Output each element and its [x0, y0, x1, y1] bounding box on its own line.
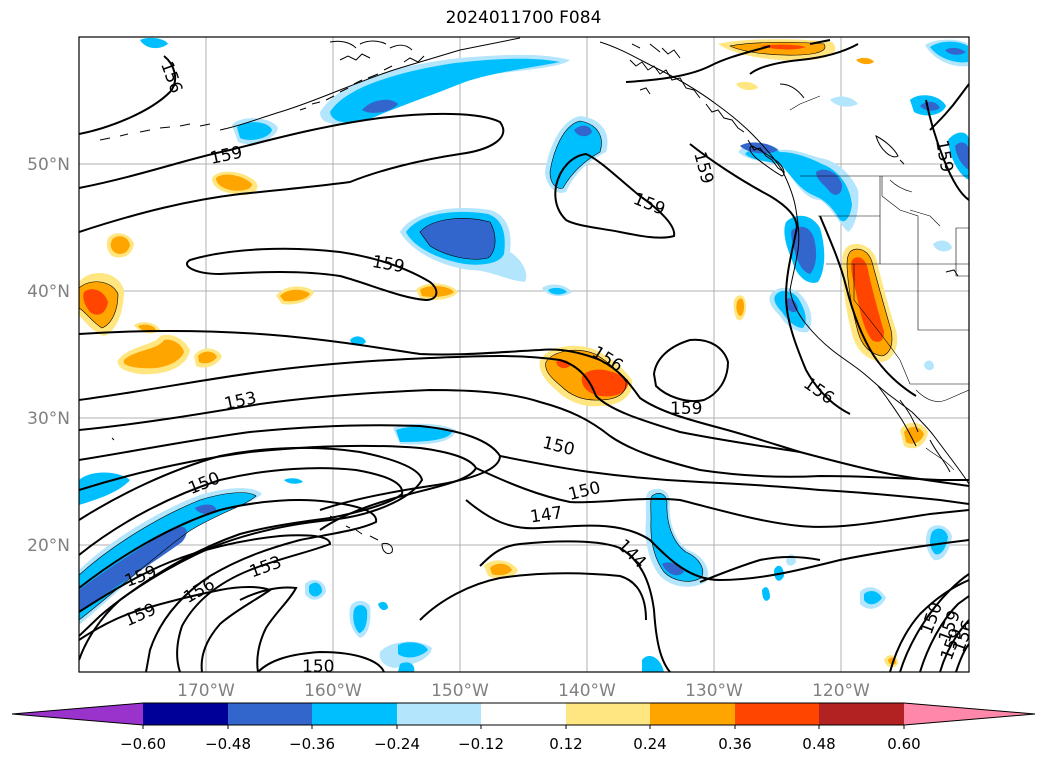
- lon-label: 160°W: [304, 681, 362, 701]
- map-frame: [78, 36, 970, 673]
- lon-label: 120°W: [812, 681, 870, 701]
- political-borders: [789, 95, 969, 471]
- colorbar-bin: [819, 703, 904, 725]
- colorbar-tick: −0.12: [458, 735, 504, 753]
- colorbar-bin: [650, 703, 735, 725]
- colorbar-tick: 0.48: [802, 735, 835, 753]
- lat-label: 40°N: [27, 282, 70, 302]
- colorbar-tick: −0.48: [205, 735, 251, 753]
- colorbar-extend-low: [12, 703, 143, 725]
- colorbar-bin: [566, 703, 650, 725]
- lon-label: 150°W: [431, 681, 489, 701]
- colorbar-tick: 0.60: [887, 735, 920, 753]
- axis-labels: 20°N 30°N 40°N 50°N 170°W 160°W 150°W 14…: [27, 155, 870, 701]
- lat-label: 30°N: [27, 409, 70, 429]
- colorbar-tick: −0.36: [289, 735, 335, 753]
- colorbar-tick: 0.24: [633, 735, 666, 753]
- map-title: 2024011700 F084: [445, 8, 602, 28]
- lon-label: 170°W: [177, 681, 235, 701]
- colorbar-tick: −0.60: [120, 735, 166, 753]
- lon-label: 130°W: [685, 681, 743, 701]
- colorbar-tick: 0.36: [718, 735, 751, 753]
- colorbar-bin: [397, 703, 481, 725]
- colorbar-tick: 0.12: [549, 735, 582, 753]
- coastlines: [99, 37, 969, 555]
- colorbar: −0.60 −0.48 −0.36 −0.24 −0.12 0.12 0.24 …: [11, 702, 1036, 753]
- colorbar-bin: [312, 703, 397, 725]
- contour-label: 150: [302, 657, 334, 677]
- contour-label: 147: [529, 503, 564, 527]
- colorbar-bin: [481, 703, 566, 725]
- colorbar-bin: [143, 703, 228, 725]
- shade-outlines: [79, 41, 893, 621]
- colorbar-extend-high: [904, 703, 1035, 725]
- lat-label: 20°N: [27, 536, 70, 556]
- colorbar-tick: −0.24: [374, 735, 420, 753]
- negative-anomaly-areas: [79, 37, 969, 672]
- lon-label: 140°W: [558, 681, 616, 701]
- colorbar-bin: [735, 703, 819, 725]
- lat-label: 50°N: [27, 155, 70, 175]
- height-contours: [79, 39, 969, 672]
- contour-label: 159: [670, 399, 702, 419]
- colorbar-bin: [228, 703, 312, 725]
